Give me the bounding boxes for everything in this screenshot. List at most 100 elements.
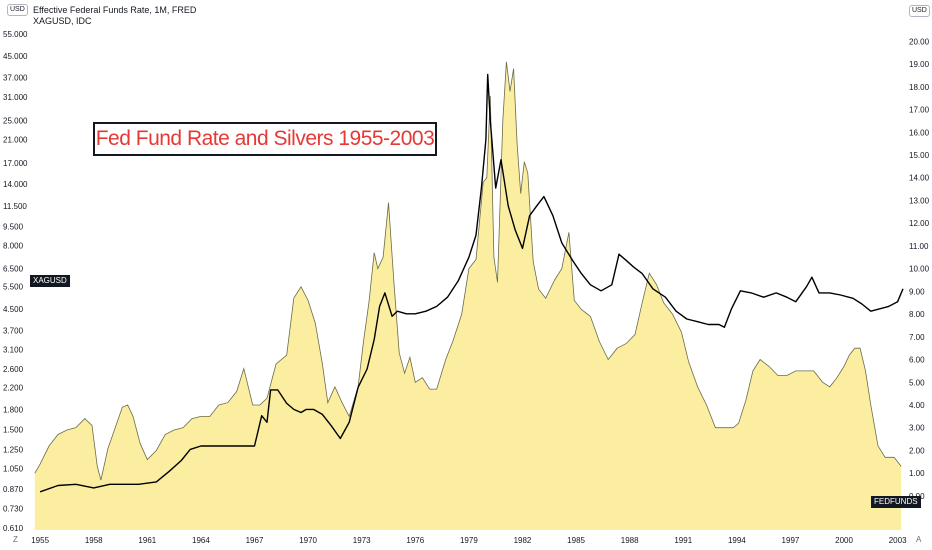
fedfunds-point [486,177,487,178]
chart-title: Fed Fund Rate and Silvers 1955-2003 [95,127,435,150]
left-tick-label: 55.000 [3,30,28,39]
xagusd-point [75,484,76,485]
fedfunds-point [649,273,650,274]
fedfunds-point [84,418,85,419]
chart-title-box: Fed Fund Rate and Silvers 1955-2003 [93,122,437,156]
fedfunds-point [554,279,555,280]
auto-scale-icon[interactable]: A [916,535,922,544]
left-tick-label: 6.500 [3,264,24,273]
fedfunds-point [399,352,400,353]
left-unit-label[interactable]: USD [7,4,28,16]
fedfunds-point [561,268,562,269]
fedfunds-point [813,370,814,371]
fedfunds-point [374,252,375,253]
fedfunds-point [538,289,539,290]
xagusd-point [561,242,562,243]
left-price-axis[interactable]: 55.000 45.000 37.000 31.000 25.000 21.000 17.0… [3,30,28,533]
fedfunds-point [885,457,886,458]
fedfunds-point [870,404,871,405]
fedfunds-point [132,416,133,417]
fedfunds-point [377,268,378,269]
left-tick-label: 45.000 [3,52,28,61]
xagusd-point [190,449,191,450]
xagusd-point [458,280,459,281]
xagusd-point [340,438,341,439]
time-tick-label: 1988 [621,536,639,545]
xagusd-point [581,273,582,274]
xagusd-point [270,389,271,390]
series2-legend[interactable]: XAGUSD, IDC [33,16,92,26]
xagusd-point [415,313,416,314]
fedfunds-point [672,314,673,315]
fedfunds-point [860,348,861,349]
xagusd-point [392,316,393,317]
fedfunds-point [468,268,469,269]
fedfunds-point [97,466,98,467]
fedfunds-point [266,398,267,399]
xagusd-point [384,292,385,293]
xagusd-point [138,484,139,485]
xagusd-point [425,311,426,312]
fedfunds-point [483,182,484,183]
fedfunds-line [34,61,902,481]
fedfunds-point [545,298,546,299]
xagusd-point [397,311,398,312]
series1-legend[interactable]: Effective Federal Funds Rate, 1M, FRED [33,5,197,15]
fedfunds-point [236,391,237,392]
fedfunds-point [656,284,657,285]
fedfunds-point [393,282,394,283]
xagusd-point [818,292,819,293]
xagusd-point [487,74,488,75]
xagusd-point [200,445,201,446]
right-tick-label: 5.00 [909,378,925,387]
fedfunds-point [901,466,902,467]
fedfunds-point [760,359,761,360]
zoom-icon[interactable]: Z [13,535,18,544]
left-tick-label: 1.250 [3,445,24,454]
xagusd-point [811,277,812,278]
right-price-axis[interactable]: 20.00 19.00 18.00 17.00 16.00 15.00 14.00 13.00… [909,37,930,501]
fedfunds-point [502,120,503,121]
xagusd-point [254,445,255,446]
time-tick-label: 1997 [782,536,800,545]
xagusd-point [888,306,889,307]
fedfunds-point [322,364,323,365]
fedfunds-point [527,173,528,174]
right-unit-label[interactable]: USD [909,5,930,17]
fedfunds-point [865,370,866,371]
xagusd-point [490,120,491,121]
xagusd-point [642,273,643,274]
right-tick-label: 11.00 [909,242,929,251]
left-tick-label: 9.500 [3,223,24,232]
xagusd-point [436,306,437,307]
fedfunds-point [843,366,844,367]
xagusd-point [168,471,169,472]
xagusd-point [708,324,709,325]
fedfunds-point [327,402,328,403]
time-tick-label: 1973 [353,536,371,545]
right-tick-label: 16.00 [909,128,930,137]
fedfunds-point [533,261,534,262]
xagusd-line [39,73,904,493]
fedfunds-point [752,370,753,371]
fedfunds-point [795,370,796,371]
fedfunds-point [107,448,108,449]
fedfunds-point [342,402,343,403]
fedfunds-point [91,425,92,426]
right-tick-label: 4.00 [909,401,925,410]
time-axis[interactable]: 1955 1958 1961 1964 1967 1970 1973 1976 1979 1982… [31,536,907,545]
fedfunds-point [581,309,582,310]
xagusd-point [218,445,219,446]
xagusd-point [718,324,719,325]
xagusd-point [156,481,157,482]
fedfunds-point [286,354,287,355]
xagusd-point [731,308,732,309]
right-tick-label: 2.00 [909,446,925,455]
time-tick-label: 1994 [728,536,746,545]
fedfunds-point [100,479,101,480]
left-tick-label: 1.050 [3,465,24,474]
left-tick-label: 4.500 [3,305,24,314]
fedfunds-point [849,354,850,355]
xagusd-point [902,288,903,289]
